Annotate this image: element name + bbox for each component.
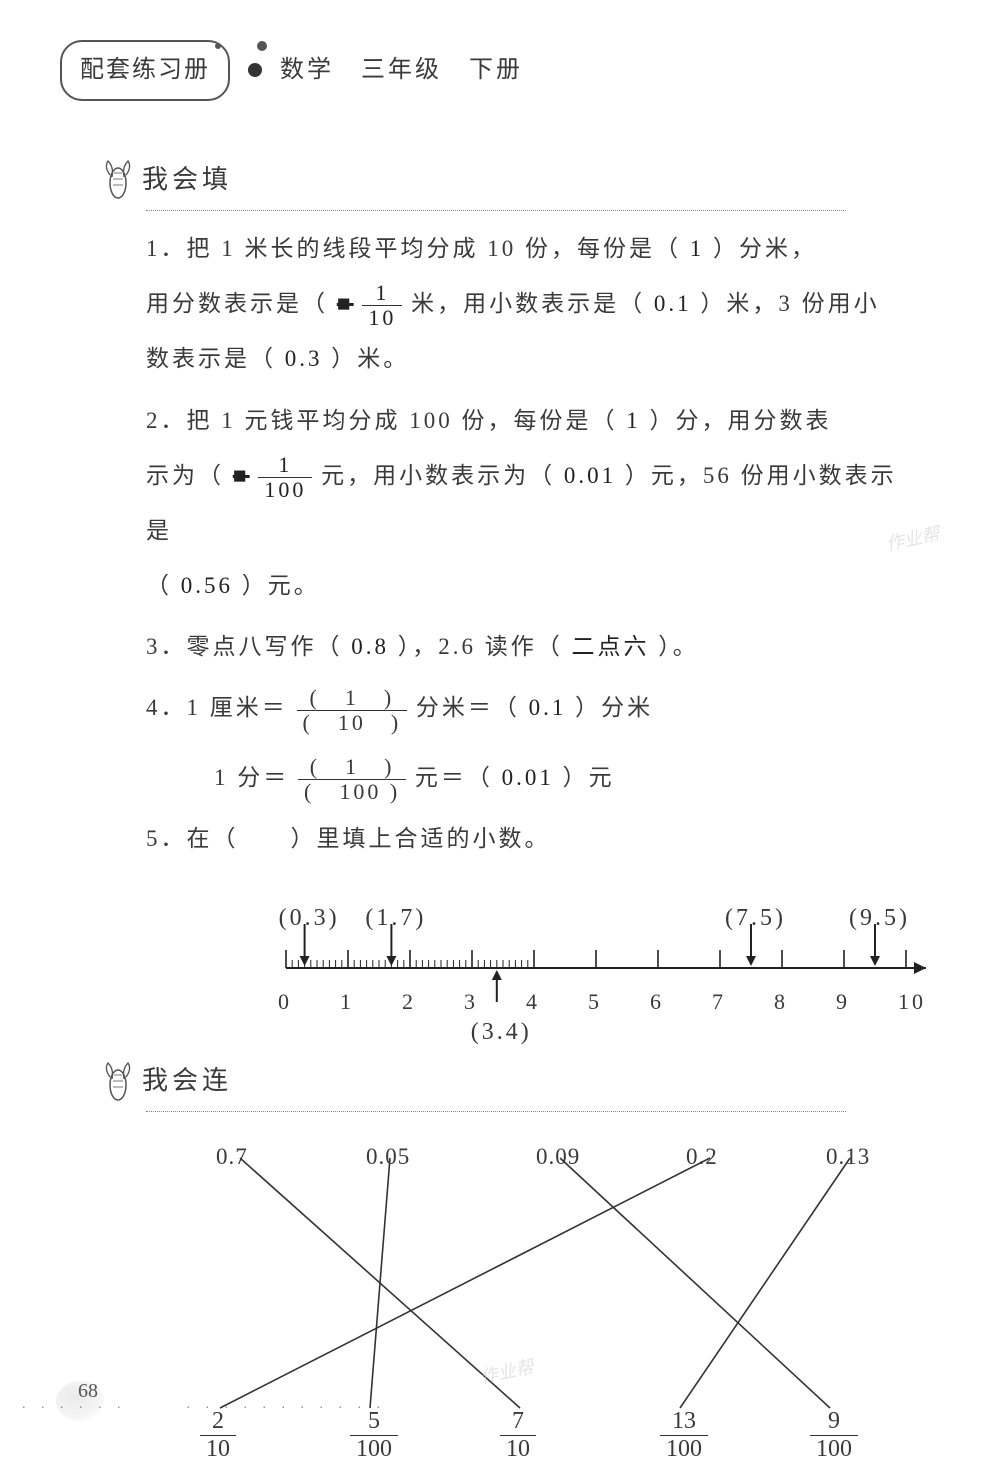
section2-title: 我会连 [142,1052,232,1109]
q2-ans3: 0.01 [564,463,616,488]
q2-text7: ）元。 [242,573,320,598]
q4-text: 4．1 厘米＝ [146,695,288,720]
header-badge: 配套练习册 [60,40,230,101]
handwritten-answer: (3.4) [471,1004,532,1062]
section-title: 我会填 [142,151,232,208]
q2-text6: （ [146,573,172,598]
q4b-text3: ）元 [563,765,615,790]
handwritten-answer: (7.5) [725,890,786,948]
q2-text2: ）分，用分数表 [650,408,832,433]
axis-label: 2 [402,976,416,1029]
q1-ans-frac: 1 10 [362,281,402,330]
handwritten-answer: (9.5) [849,890,910,948]
q3-text2: ），2.6 读作（ [398,634,563,659]
handwritten-answer: (1.7) [365,890,426,948]
question-1: 1．把 1 米长的线段平均分成 10 份，每份是（ 1 ）分米， 用分数表示是（… [146,221,920,387]
axis-label: 9 [836,976,850,1029]
q3-text: 3．零点八写作（ [146,634,343,659]
q1-text7: ）米。 [331,346,409,371]
number-line: 012345678910(0.3)(1.7)(7.5)(9.5)(3.4) [246,876,926,1036]
q1-text: 1．把 1 米长的线段平均分成 10 份，每份是（ [146,236,681,261]
q2-text4: 元，用小数表示为（ [321,463,555,488]
q3-ans2: 二点六 [572,634,650,659]
q1-text4: 米，用小数表示是（ [411,291,645,316]
q4-frac1: ( 1 ) ( 10 ) [297,686,408,735]
axis-label: 6 [650,976,664,1029]
q4b-ans1: 0.01 [502,765,554,790]
axis-label: 7 [712,976,726,1029]
q1-ans4: 0.3 [285,346,323,371]
questions-content: 1．把 1 米长的线段平均分成 10 份，每份是（ 1 ）分米， 用分数表示是（… [60,221,940,1036]
q4b-text2: 元＝（ [415,765,493,790]
q1-strike: ■ [337,291,354,316]
corn-icon [100,157,136,201]
q5-text: 5．在（ ）里填上合适的小数。 [146,826,551,851]
q1-ans1: 1 [690,236,705,261]
header-title: 数学 三年级 下册 [280,44,523,97]
axis-label: 10 [898,976,926,1029]
page-header: 配套练习册 数学 三年级 下册 [60,40,940,101]
question-2: 2．把 1 元钱平均分成 100 份，每份是（ 1 ）分，用分数表 示为（ ■ … [146,393,920,614]
q3-text3: ）。 [658,634,699,659]
axis-label: 0 [278,976,292,1029]
corn-icon [100,1059,136,1103]
q2-text3: 示为（ [146,463,224,488]
q4-text2: 分米＝（ [416,695,520,720]
section-heading: 我会填 [100,151,940,208]
q4-ans1: 0.1 [529,695,567,720]
number-line-container: 012345678910(0.3)(1.7)(7.5)(9.5)(3.4) [186,876,920,1036]
axis-label: 5 [588,976,602,1029]
q2-ans1: 1 [626,408,641,433]
q1-text6: 数表示是（ [146,346,276,371]
q2-strike: ■ [233,463,250,488]
page-dots: . . . . . . . . . . . . . . . . . [22,1390,386,1421]
q4b-text: 1 分＝ [214,765,289,790]
q1-text2: ）分米， [713,236,817,261]
section-fill-in: 我会填 [100,151,940,211]
axis-label: 1 [340,976,354,1029]
q4-text3: ）分米 [575,695,653,720]
question-3: 3．零点八写作（ 0.8 ），2.6 读作（ 二点六 ）。 [146,619,920,674]
question-4b: 1 分＝ ( 1 ) ( 100 ) 元＝（ 0.01 ）元 [214,750,920,805]
q3-ans1: 0.8 [351,634,389,659]
divider [146,1111,846,1112]
q2-text: 2．把 1 元钱平均分成 100 份，每份是（ [146,408,618,433]
axis-label: 8 [774,976,788,1029]
question-5: 5．在（ ）里填上合适的小数。 [146,811,920,866]
q2-ans-frac: 1 100 [258,453,312,502]
q1-text3: 用分数表示是（ [146,291,328,316]
q1-text5: ）米，3 份用小 [700,291,879,316]
q2-ans4: 0.56 [181,573,233,598]
divider [146,210,846,211]
question-4: 4．1 厘米＝ ( 1 ) ( 10 ) 分米＝（ 0.1 ）分米 [146,680,920,735]
q4b-frac: ( 1 ) ( 100 ) [298,755,406,804]
handwritten-answer: (0.3) [279,890,340,948]
q1-ans3: 0.1 [654,291,692,316]
decorative-dots [215,18,267,66]
